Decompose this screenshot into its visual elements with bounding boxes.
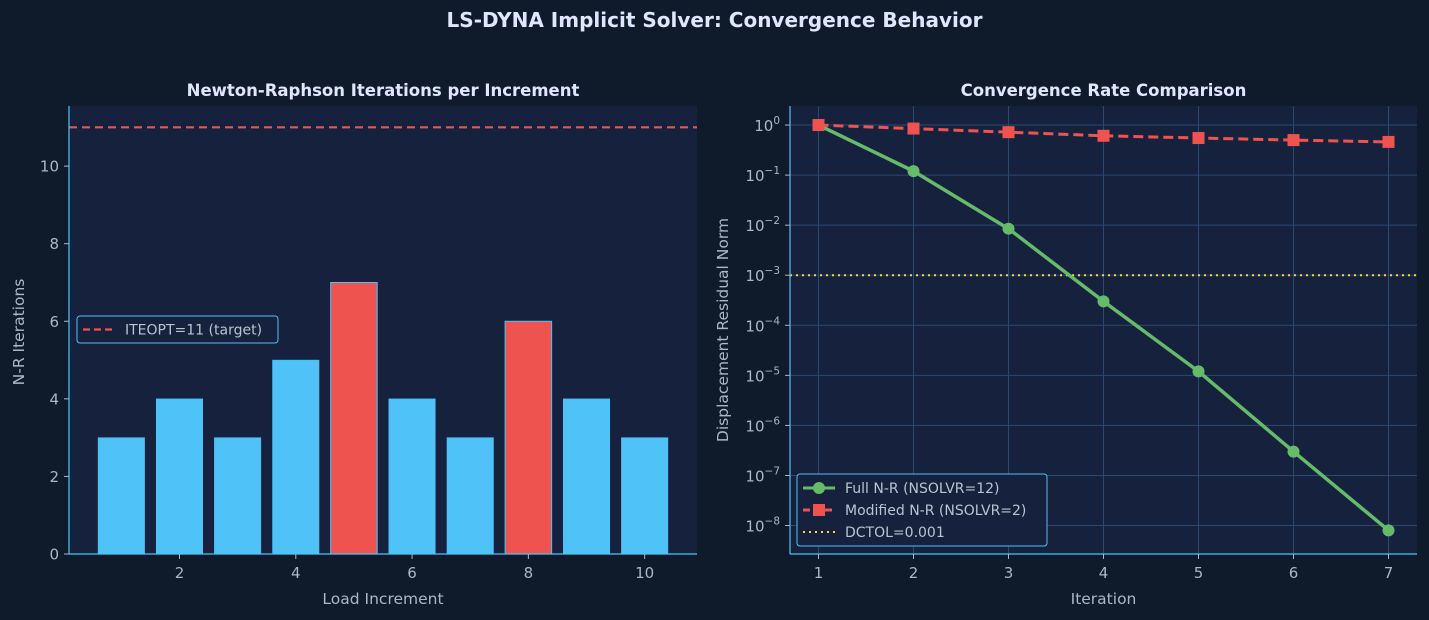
bar-chart-x-label: Load Increment — [322, 590, 443, 608]
line-chart-x-label: Iteration — [1071, 590, 1137, 608]
line-chart-legend: Full N-R (NSOLVR=12) Modified N-R (NSOLVR… — [796, 473, 1048, 547]
y-tick-label: 10−2 — [745, 215, 780, 235]
bar-increment-10 — [621, 437, 669, 555]
bar-increment-6 — [388, 398, 436, 555]
modified-nr-point — [1097, 129, 1110, 142]
legend-items: Full N-R (NSOLVR=12) Modified N-R (NSOLVR… — [803, 481, 1026, 541]
x-tick-label: 10 — [635, 564, 654, 582]
modified-nr-point — [1002, 126, 1015, 139]
bar-chart-y-label: N-R Iterations — [10, 279, 28, 386]
y-tick-label: 10−1 — [745, 165, 780, 185]
y-tick-label: 0 — [49, 546, 59, 564]
y-tick-label: 10−3 — [745, 265, 780, 285]
x-tick-label: 4 — [291, 564, 301, 582]
y-tick-label: 10−6 — [745, 415, 780, 435]
bar-chart-title: Newton-Raphson Iterations per Increment — [187, 81, 580, 100]
legend-full-nr-label: Full N-R (NSOLVR=12) — [845, 481, 1000, 497]
x-tick-label: 6 — [1289, 564, 1299, 582]
full-nr-point — [1192, 365, 1205, 378]
x-tick-label: 6 — [407, 564, 417, 582]
x-tick-label: 7 — [1384, 564, 1394, 582]
line-series — [812, 119, 1395, 537]
legend-box — [76, 315, 279, 344]
x-tick-label: 8 — [524, 564, 534, 582]
line-chart-x-ticks: 1 2 3 4 5 6 7 — [814, 554, 1394, 582]
full-nr-point — [1002, 222, 1015, 235]
legend-label-target: ITEOPT=11 (target) — [125, 323, 262, 339]
bar-increment-5 — [330, 281, 378, 555]
modified-nr-point — [1287, 134, 1300, 147]
y-tick-label: 10−5 — [745, 365, 780, 385]
line-chart-y-ticks: 100 10−1 10−2 10−3 10−4 10−5 10−6 10−7 10−8 — [745, 115, 790, 536]
y-tick-label: 10−7 — [745, 465, 780, 485]
x-tick-label: 2 — [175, 564, 185, 582]
x-tick-label: 3 — [1004, 564, 1014, 582]
full-nr-point — [1097, 295, 1110, 308]
x-tick-label: 4 — [1099, 564, 1109, 582]
x-tick-label: 5 — [1194, 564, 1204, 582]
bar-increment-8 — [504, 320, 553, 555]
y-tick-label: 6 — [49, 313, 59, 331]
bar-increment-9 — [563, 398, 611, 555]
legend-modified-nr-marker — [813, 504, 825, 516]
x-tick-label: 2 — [909, 564, 919, 582]
bar-chart-panel: 2 4 6 8 10 0 2 4 6 8 10 Newton-Raphson Iterations… — [10, 81, 697, 608]
full-nr-point — [1287, 445, 1300, 458]
x-tick-label: 1 — [814, 564, 824, 582]
bar-chart-x-ticks: 2 4 6 8 10 — [175, 554, 654, 582]
legend-dctol-label: DCTOL=0.001 — [845, 525, 945, 541]
y-tick-label: 4 — [49, 390, 59, 408]
bar-chart-y-ticks: 0 2 4 6 8 10 — [40, 158, 69, 564]
modified-nr-point — [907, 122, 920, 135]
legend-modified-nr-label: Modified N-R (NSOLVR=2) — [845, 503, 1026, 519]
line-chart-title: Convergence Rate Comparison — [961, 81, 1247, 100]
bar-series — [97, 281, 669, 555]
bar-increment-7 — [446, 437, 494, 555]
bar-increment-4 — [272, 359, 320, 555]
y-tick-label: 2 — [49, 468, 59, 486]
y-tick-label: 10 — [40, 158, 59, 176]
bar-increment-1 — [97, 437, 145, 555]
y-tick-label: 8 — [49, 235, 59, 253]
bar-increment-3 — [214, 437, 262, 555]
bar-increment-2 — [155, 398, 203, 555]
legend-box — [796, 473, 1048, 547]
full-nr-point — [1382, 524, 1395, 537]
modified-nr-point — [1382, 135, 1395, 148]
line-chart-y-label: Displacement Residual Norm — [714, 218, 732, 442]
bar-chart-axes — [68, 106, 697, 555]
legend-full-nr-marker — [813, 482, 825, 494]
bar-chart-legend: ITEOPT=11 (target) — [76, 315, 279, 344]
y-tick-label: 10−8 — [745, 516, 780, 536]
modified-nr-point — [812, 119, 825, 132]
figure-title: LS-DYNA Implicit Solver: Convergence Beh… — [447, 8, 983, 32]
full-nr-point — [907, 165, 920, 178]
modified-nr-point — [1192, 132, 1205, 145]
y-tick-label: 100 — [754, 115, 780, 135]
y-tick-label: 10−4 — [745, 315, 780, 335]
